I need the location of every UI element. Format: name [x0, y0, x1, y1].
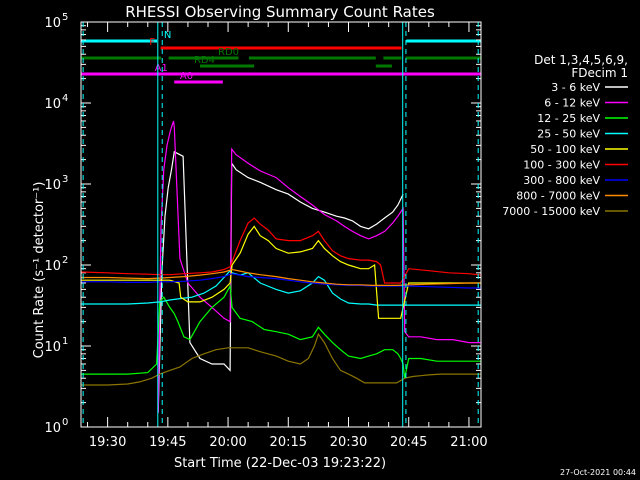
legend-entry-label: 50 - 100 keV [530, 143, 600, 156]
legend-entry-label: 100 - 300 keV [523, 159, 600, 172]
x-tick-label: 20:45 [390, 435, 427, 450]
x-tick-label: 19:45 [149, 435, 186, 450]
y-tick-label: 10 [44, 178, 61, 193]
series-line [81, 225, 481, 319]
legend-header: Det 1,3,4,5,6,9, [534, 53, 628, 67]
flag-label-rd4: RD4 [194, 55, 215, 66]
flag-label-f: F [149, 37, 155, 48]
y-tick-exponent: 3 [62, 174, 68, 185]
x-tick-label: 20:30 [330, 435, 367, 450]
y-axis-label: Count Rate (s⁻¹ detector⁻¹) [32, 182, 47, 359]
y-tick-exponent: 5 [62, 12, 68, 23]
series-line [81, 283, 481, 379]
x-axis-label: Start Time (22-Dec-03 19:23:22) [174, 456, 386, 471]
y-tick-exponent: 4 [62, 93, 68, 104]
plot-frame [80, 21, 482, 428]
x-tick-label: 21:00 [450, 435, 487, 450]
series-lines [80, 120, 482, 413]
x-tick-label: 20:15 [270, 435, 307, 450]
legend: Det 1,3,4,5,6,9,FDecim 13 - 6 keV 6 - 12 … [502, 53, 628, 218]
series-line [81, 332, 481, 386]
legend-entry-label: 3 - 6 keV [551, 81, 600, 94]
legend-entry-label: 800 - 7000 keV [516, 190, 600, 203]
y-tick-label: 10 [44, 16, 61, 31]
legend-entry-label: 6 - 12 keV [544, 97, 600, 110]
legend-entry-label: 12 - 25 keV [537, 112, 600, 125]
x-tick-label: 19:30 [89, 435, 126, 450]
axis-ticks [81, 22, 481, 428]
footer-date: 27-Oct-2021 00:44 [560, 468, 636, 477]
flag-label-rd0: RD0 [218, 47, 239, 58]
flag-label-a0: A0 [180, 71, 193, 82]
y-tick-label: 10 [44, 421, 61, 436]
y-tick-exponent: 2 [62, 255, 68, 266]
series-line [80, 217, 482, 284]
series-line [157, 120, 481, 413]
legend-header: FDecim 1 [571, 66, 628, 80]
flag-label-a1: A1 [155, 63, 168, 74]
chart-title: RHESSI Observing Summary Count Rates [125, 3, 435, 21]
legend-entry-label: 300 - 800 keV [523, 174, 600, 187]
y-tick-exponent: 1 [62, 336, 68, 347]
legend-entry-label: 25 - 50 keV [537, 128, 600, 141]
y-tick-exponent: 0 [62, 417, 68, 428]
legend-entry-label: 7000 - 15000 keV [502, 205, 600, 218]
y-tick-label: 10 [44, 340, 61, 355]
x-tick-label: 20:00 [209, 435, 246, 450]
x-tick-labels: 19:30 19:45 20:00 20:15 20:30 20:45 21:00 [89, 435, 488, 450]
series-line [157, 150, 404, 413]
series-line [81, 273, 481, 289]
series-line [81, 268, 481, 286]
series-line [81, 269, 481, 306]
event-markers [82, 22, 479, 427]
flag-label-n: N [164, 30, 171, 41]
y-tick-label: 10 [44, 97, 61, 112]
y-tick-label: 10 [44, 259, 61, 274]
